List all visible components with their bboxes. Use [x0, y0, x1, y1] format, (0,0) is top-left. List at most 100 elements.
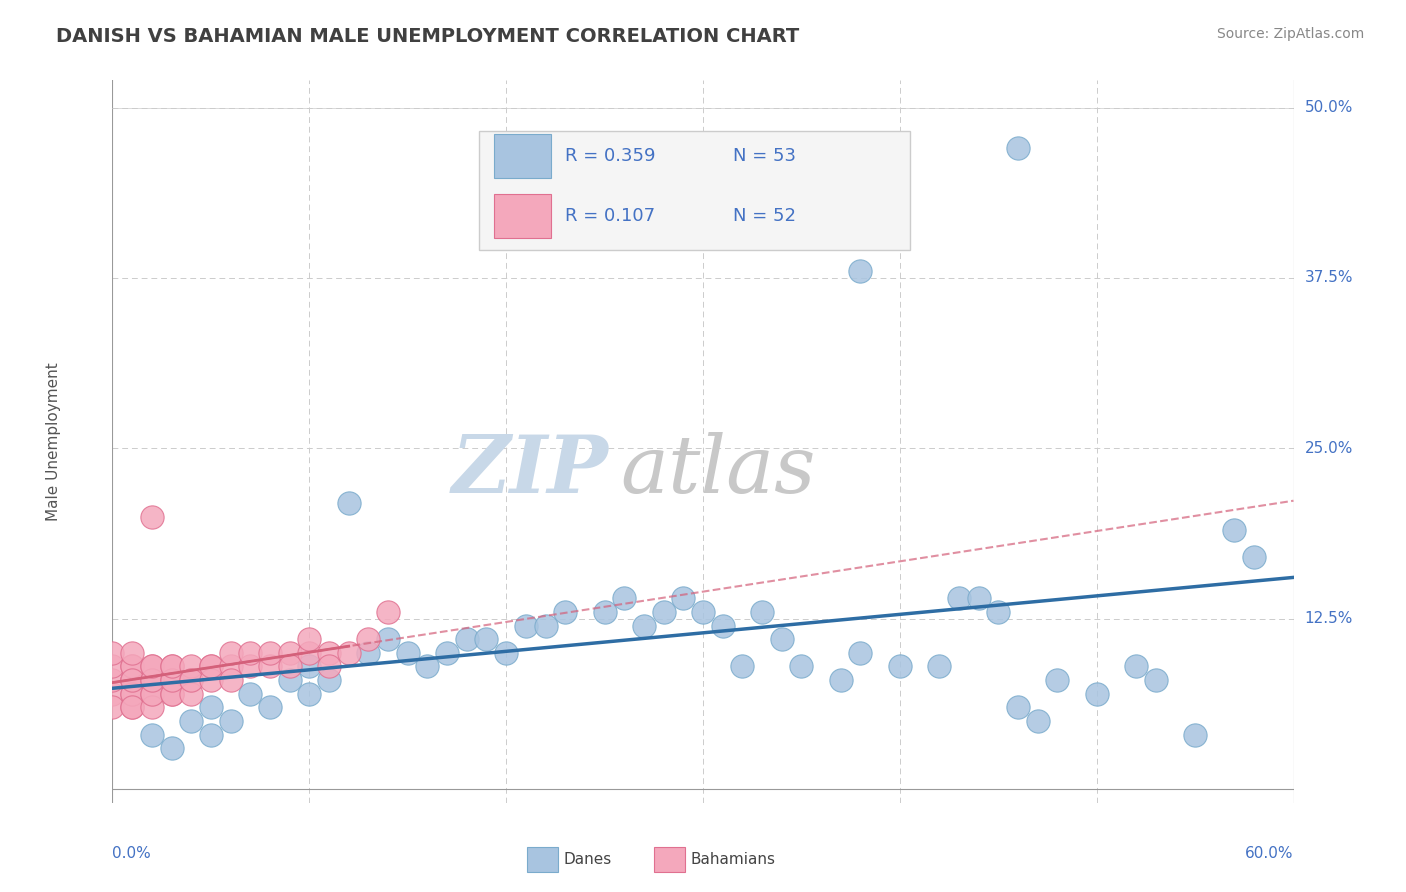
Point: [180, 659, 202, 673]
Text: 25.0%: 25.0%: [1305, 441, 1353, 456]
Text: atlas: atlas: [620, 432, 815, 509]
Point: [948, 591, 970, 606]
Point: [475, 632, 498, 647]
Text: 37.5%: 37.5%: [1305, 270, 1353, 285]
Text: 12.5%: 12.5%: [1305, 611, 1353, 626]
Point: [141, 673, 163, 687]
Text: Danes: Danes: [564, 853, 612, 867]
Point: [200, 659, 222, 673]
Point: [160, 659, 183, 673]
Point: [652, 605, 675, 619]
Point: [239, 687, 262, 701]
Point: [1007, 700, 1029, 714]
Point: [337, 646, 360, 660]
Point: [357, 632, 380, 647]
Point: [101, 687, 124, 701]
Point: [101, 659, 124, 673]
Point: [219, 659, 242, 673]
Text: 50.0%: 50.0%: [1305, 100, 1353, 115]
Point: [318, 646, 340, 660]
Point: [613, 591, 636, 606]
Point: [259, 659, 281, 673]
Text: ZIP: ZIP: [451, 432, 609, 509]
Point: [849, 264, 872, 278]
Point: [298, 659, 321, 673]
Point: [396, 646, 419, 660]
Text: R = 0.107: R = 0.107: [565, 207, 655, 225]
Point: [101, 700, 124, 714]
Point: [239, 659, 262, 673]
Text: Bahamians: Bahamians: [690, 853, 775, 867]
Point: [928, 659, 950, 673]
Point: [731, 659, 754, 673]
FancyBboxPatch shape: [494, 194, 551, 238]
Point: [101, 673, 124, 687]
Point: [160, 673, 183, 687]
Point: [121, 659, 143, 673]
Point: [121, 673, 143, 687]
Text: DANISH VS BAHAMIAN MALE UNEMPLOYMENT CORRELATION CHART: DANISH VS BAHAMIAN MALE UNEMPLOYMENT COR…: [56, 27, 800, 45]
Point: [593, 605, 616, 619]
Point: [1144, 673, 1167, 687]
Point: [1026, 714, 1049, 728]
Point: [200, 728, 222, 742]
Text: Male Unemployment: Male Unemployment: [46, 362, 60, 521]
Point: [160, 687, 183, 701]
Point: [200, 659, 222, 673]
Point: [141, 659, 163, 673]
Point: [160, 741, 183, 756]
Point: [278, 673, 301, 687]
Point: [121, 687, 143, 701]
Point: [1223, 523, 1246, 537]
Point: [180, 673, 202, 687]
Point: [751, 605, 773, 619]
Point: [1184, 728, 1206, 742]
Point: [160, 659, 183, 673]
Point: [298, 687, 321, 701]
Text: N = 53: N = 53: [733, 147, 796, 165]
Point: [377, 632, 399, 647]
Point: [1007, 141, 1029, 155]
Point: [200, 673, 222, 687]
Point: [121, 700, 143, 714]
Text: R = 0.359: R = 0.359: [565, 147, 655, 165]
Point: [141, 687, 163, 701]
Point: [436, 646, 458, 660]
Point: [160, 687, 183, 701]
Point: [515, 618, 537, 632]
Point: [259, 700, 281, 714]
Point: [790, 659, 813, 673]
Text: 0.0%: 0.0%: [112, 847, 152, 861]
Point: [377, 605, 399, 619]
Point: [337, 496, 360, 510]
Point: [141, 659, 163, 673]
Point: [259, 646, 281, 660]
Point: [180, 687, 202, 701]
Point: [298, 646, 321, 660]
Point: [1046, 673, 1069, 687]
Point: [830, 673, 852, 687]
Point: [101, 646, 124, 660]
Point: [219, 646, 242, 660]
Point: [121, 646, 143, 660]
Point: [141, 728, 163, 742]
Point: [278, 659, 301, 673]
Text: Source: ZipAtlas.com: Source: ZipAtlas.com: [1216, 27, 1364, 41]
Point: [770, 632, 793, 647]
Point: [121, 659, 143, 673]
Point: [357, 646, 380, 660]
Point: [967, 591, 990, 606]
Point: [987, 605, 1010, 619]
Point: [1243, 550, 1265, 565]
Point: [849, 646, 872, 660]
Point: [278, 646, 301, 660]
Point: [554, 605, 576, 619]
Point: [1085, 687, 1108, 701]
Point: [200, 700, 222, 714]
FancyBboxPatch shape: [494, 135, 551, 178]
Point: [141, 687, 163, 701]
Point: [495, 646, 517, 660]
Point: [1125, 659, 1147, 673]
Point: [141, 700, 163, 714]
Point: [121, 673, 143, 687]
